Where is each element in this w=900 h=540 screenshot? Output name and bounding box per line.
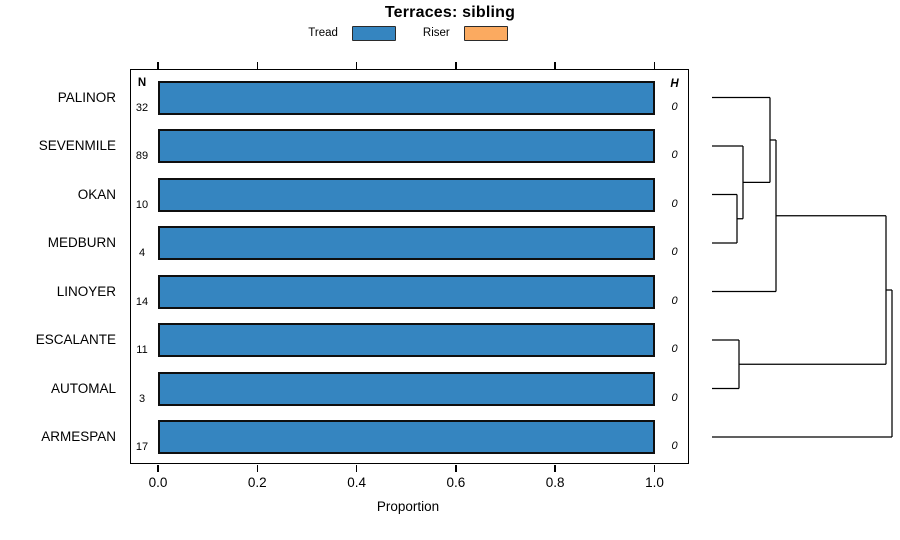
x-axis-tick-bottom [554, 465, 556, 472]
row-label-escalante: ESCALANTE [35, 332, 116, 347]
row-label-linoyer: LINOYER [56, 283, 116, 299]
n-value: 4 [138, 247, 146, 259]
x-axis-tick-bottom [157, 465, 159, 472]
h-value: 0 [671, 197, 678, 210]
tread-color-swatch [351, 25, 396, 41]
row-label-okan: OKAN [77, 186, 116, 202]
legend: Tread Riser [0, 24, 816, 42]
x-axis-tick-bottom [455, 465, 457, 472]
n-value: 10 [135, 198, 149, 211]
n-column-header: N [137, 77, 147, 89]
row-label-automal: AUTOMAL [50, 380, 116, 396]
row-label-sevenmile: SEVENMILE [38, 138, 116, 153]
x-axis-tick-top [455, 62, 457, 69]
bar-tread-okan [158, 177, 655, 212]
x-axis-tick-top [256, 62, 259, 69]
x-tick-label: 0.8 [545, 475, 565, 490]
n-value: 3 [138, 392, 146, 405]
x-axis-tick-top [554, 62, 556, 69]
n-value: 89 [135, 150, 149, 162]
n-value: 32 [135, 101, 149, 114]
x-axis-tick-top [653, 62, 656, 69]
x-tick-label: 0.4 [347, 475, 366, 490]
x-tick-label: 0.0 [148, 475, 168, 490]
bar-tread-medburn [158, 226, 655, 260]
n-value: 17 [135, 441, 149, 453]
x-axis-tick-top [355, 62, 358, 69]
row-label-palinor: PALINOR [57, 89, 116, 105]
h-value: 0 [671, 343, 678, 355]
x-tick-label: 1.0 [645, 475, 664, 490]
h-column-header: H [670, 78, 679, 90]
x-axis-tick-bottom [355, 465, 358, 472]
legend-label-tread: Tread [308, 27, 338, 39]
x-tick-label: 0.6 [446, 475, 466, 490]
bar-tread-linoyer [158, 274, 655, 309]
chart-title: Terraces: sibling [384, 4, 516, 21]
h-value: 0 [671, 100, 678, 113]
legend-item-riser: Riser [422, 25, 508, 41]
x-axis-tick-bottom [256, 465, 259, 472]
h-value: 0 [671, 149, 678, 161]
h-value: 0 [671, 391, 678, 404]
legend-item-tread: Tread [308, 25, 396, 41]
riser-color-swatch [463, 25, 508, 41]
bar-tread-escalante [158, 323, 655, 357]
row-label-medburn: MEDBURN [47, 235, 116, 250]
n-value: 14 [135, 295, 149, 308]
x-axis-title: Proportion [376, 499, 440, 514]
bar-tread-armespan [158, 420, 655, 454]
n-value: 11 [136, 344, 148, 356]
bar-tread-sevenmile [158, 129, 655, 163]
legend-label-riser: Riser [422, 27, 450, 39]
h-value: 0 [671, 246, 678, 258]
h-value: 0 [671, 440, 678, 452]
x-axis-tick-top [157, 62, 159, 69]
h-value: 0 [671, 294, 678, 307]
bar-tread-palinor [158, 80, 655, 115]
x-axis-tick-bottom [653, 465, 656, 472]
bar-tread-automal [158, 371, 655, 406]
row-label-armespan: ARMESPAN [41, 429, 116, 444]
x-tick-label: 0.2 [247, 475, 267, 490]
